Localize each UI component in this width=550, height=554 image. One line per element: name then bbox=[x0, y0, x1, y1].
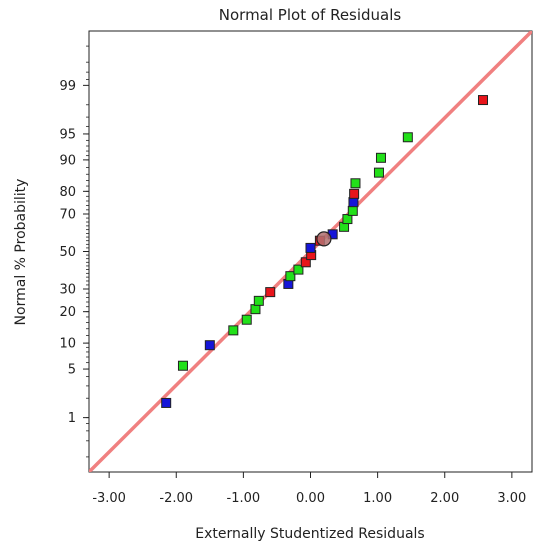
y-tick-label: 95 bbox=[59, 127, 76, 142]
chart-title: Normal Plot of Residuals bbox=[219, 6, 402, 24]
data-point-green bbox=[177, 360, 188, 371]
x-tick-label: 3.00 bbox=[497, 491, 526, 506]
y-axis: 1 5 10 20 30 50 70 80 90 95 99 bbox=[59, 45, 89, 458]
x-tick-label: 1.00 bbox=[363, 491, 392, 506]
data-point-green bbox=[347, 205, 358, 216]
x-tick-label: 0.00 bbox=[296, 491, 325, 506]
data-point-red bbox=[300, 257, 311, 268]
y-tick-label: 80 bbox=[59, 185, 76, 200]
data-point-green bbox=[250, 304, 261, 315]
x-tick-label: -3.00 bbox=[92, 491, 126, 506]
data-point-green bbox=[228, 325, 239, 336]
data-point-red bbox=[349, 188, 360, 199]
x-tick-label: 2.00 bbox=[430, 491, 459, 506]
data-point-blue bbox=[204, 340, 215, 351]
data-point-blue bbox=[348, 197, 359, 208]
y-tick-label: 1 bbox=[68, 411, 76, 426]
y-tick-label: 99 bbox=[59, 79, 76, 94]
data-point-blue bbox=[161, 397, 172, 408]
data-point-green bbox=[342, 214, 353, 225]
y-tick-label: 70 bbox=[59, 208, 76, 223]
data-point-blue bbox=[305, 242, 316, 253]
x-tick-label: -1.00 bbox=[227, 491, 261, 506]
data-point-green bbox=[350, 178, 361, 189]
data-point-green bbox=[253, 295, 264, 306]
data-point-red bbox=[478, 95, 489, 106]
x-axis: -3.00 -2.00 -1.00 0.00 1.00 2.00 3.00 bbox=[92, 472, 526, 506]
data-point-red bbox=[265, 287, 276, 298]
y-tick-label: 50 bbox=[59, 245, 76, 260]
y-tick-label: 90 bbox=[59, 153, 76, 168]
x-axis-label: Externally Studentized Residuals bbox=[195, 526, 424, 542]
y-tick-label: 10 bbox=[59, 337, 76, 352]
y-tick-label: 5 bbox=[68, 363, 76, 378]
data-point-green bbox=[293, 264, 304, 275]
data-point-green bbox=[241, 314, 252, 325]
highlighted-point bbox=[316, 231, 332, 247]
plot-area bbox=[88, 30, 533, 473]
data-point-green bbox=[402, 132, 413, 143]
y-tick-label: 30 bbox=[59, 282, 76, 297]
data-point-green bbox=[373, 167, 384, 178]
x-tick-label: -2.00 bbox=[159, 491, 193, 506]
y-axis-label: Normal % Probability bbox=[13, 179, 29, 326]
data-point-green bbox=[285, 271, 296, 282]
y-tick-label: 20 bbox=[59, 305, 76, 320]
data-point-green bbox=[375, 152, 386, 163]
